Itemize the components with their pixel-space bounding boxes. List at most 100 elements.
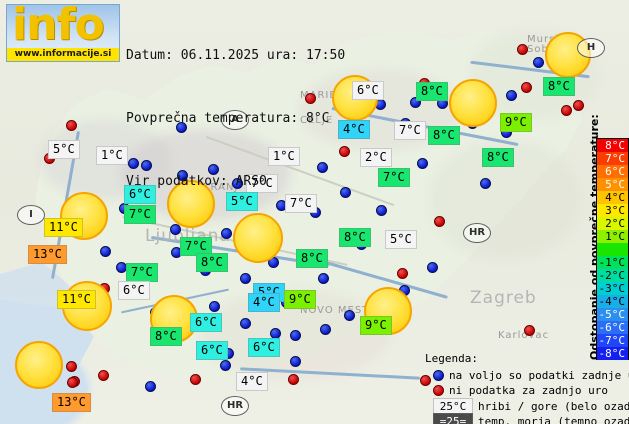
station-dot-has-data[interactable] — [176, 122, 187, 133]
header-info: Datum: 06.11.2025 ura: 17:50 Povprečna t… — [126, 3, 345, 234]
station-dot-no-data[interactable] — [67, 377, 78, 388]
station-dot-no-data[interactable] — [190, 374, 201, 385]
country-code-marker: HR — [463, 223, 491, 243]
station-dot-no-data[interactable] — [517, 44, 528, 55]
station-dot-has-data[interactable] — [220, 360, 231, 371]
station-dot-no-data[interactable] — [420, 375, 431, 386]
station-dot-has-data[interactable] — [221, 228, 232, 239]
legend-row: ni podatka za zadnjo uro — [433, 383, 608, 398]
legend: Legenda: na voljo so podatki zadnje ure n… — [425, 352, 629, 424]
temperature-label: 9°C — [284, 290, 316, 309]
station-dot-has-data[interactable] — [318, 273, 329, 284]
station-dot-no-data[interactable] — [524, 325, 535, 336]
station-dot-no-data[interactable] — [98, 370, 109, 381]
station-dot-has-data[interactable] — [141, 160, 152, 171]
scale-row: -3°C — [597, 282, 628, 295]
temperature-label: 4°C — [236, 372, 268, 391]
temperature-label: 5°C — [48, 140, 80, 159]
info-logo[interactable]: info www.informacije.si — [6, 4, 120, 62]
legend-chip-sample: =25= — [433, 413, 473, 424]
station-dot-has-data[interactable] — [240, 273, 251, 284]
temperature-label: 7°C — [394, 121, 426, 140]
place-name: NOVO MESTO — [300, 305, 379, 316]
station-dot-no-data[interactable] — [561, 105, 572, 116]
country-code-marker: A — [221, 110, 249, 130]
station-dot-has-data[interactable] — [208, 164, 219, 175]
temperature-label: 6°C — [118, 281, 150, 300]
station-dot-no-data[interactable] — [521, 82, 532, 93]
station-dot-has-data[interactable] — [209, 301, 220, 312]
legend-title: Legenda: — [425, 352, 478, 365]
station-dot-has-data[interactable] — [290, 330, 301, 341]
station-dot-has-data[interactable] — [533, 57, 544, 68]
station-dot-has-data[interactable] — [240, 318, 251, 329]
scale-row: -1°C — [597, 256, 628, 269]
temperature-label: 6°C — [352, 81, 384, 100]
station-dot-no-data[interactable] — [339, 146, 350, 157]
station-dot-has-data[interactable] — [376, 205, 387, 216]
station-dot-has-data[interactable] — [427, 262, 438, 273]
scale-row: -5°C — [597, 308, 628, 321]
temperature-label: 8°C — [416, 82, 448, 101]
station-dot-has-data[interactable] — [417, 158, 428, 169]
place-name: KRANJ — [203, 182, 239, 193]
temperature-label: 6°C — [196, 341, 228, 360]
legend-label: hribi / gore (belo ozadje) — [478, 400, 629, 413]
legend-red-dot-icon — [433, 385, 444, 396]
temperature-label: 9°C — [360, 316, 392, 335]
scale-row: -4°C — [597, 295, 628, 308]
station-dot-has-data[interactable] — [170, 224, 181, 235]
place-name: CELJE — [300, 115, 334, 126]
station-dot-no-data[interactable] — [305, 93, 316, 104]
place-name: MARIBOR — [300, 90, 354, 101]
temperature-label: 2°C — [360, 148, 392, 167]
temperature-label: 6°C — [124, 185, 156, 204]
temperature-label: 7°C — [285, 194, 317, 213]
legend-label: temp. morja (temno ozadje) — [478, 415, 629, 424]
station-dot-has-data[interactable] — [232, 178, 243, 189]
legend-blue-dot-icon — [433, 370, 444, 381]
station-dot-has-data[interactable] — [410, 97, 421, 108]
scale-row: 5°C — [597, 178, 628, 191]
station-dot-has-data[interactable] — [320, 324, 331, 335]
station-dot-no-data[interactable] — [66, 361, 77, 372]
station-dot-no-data[interactable] — [573, 100, 584, 111]
place-name: Zagreb — [470, 288, 537, 308]
station-dot-has-data[interactable] — [340, 187, 351, 198]
station-dot-has-data[interactable] — [100, 246, 111, 257]
temperature-label: 7°C — [378, 168, 410, 187]
station-dot-no-data[interactable] — [66, 120, 77, 131]
scale-row: -6°C — [597, 321, 628, 334]
scale-row: -8°C — [597, 347, 628, 360]
temperature-label: 1°C — [96, 146, 128, 165]
scale-row — [597, 243, 628, 256]
temperature-label: 11°C — [57, 290, 96, 309]
temperature-label: 8°C — [150, 327, 182, 346]
temperature-label: 7°C — [124, 205, 156, 224]
country-code-marker: H — [577, 38, 605, 58]
temperature-label: 7°C — [246, 174, 278, 193]
temperature-label: 8°C — [428, 126, 460, 145]
scale-bars: 8°C 7°C 6°C 5°C 4°C 3°C 2°C 1°C -1°C -2°C -3°C -4°C… — [596, 138, 629, 360]
scale-row: 6°C — [597, 165, 628, 178]
station-dot-has-data[interactable] — [145, 381, 156, 392]
legend-row: =25= temp. morja (temno ozadje) — [433, 413, 629, 424]
sun-icon — [233, 213, 283, 263]
temperature-label: 7°C — [126, 263, 158, 282]
header-average-temperature: Povprečna temperatura: 8°C — [126, 111, 330, 126]
station-dot-has-data[interactable] — [290, 356, 301, 367]
station-dot-no-data[interactable] — [434, 216, 445, 227]
legend-label: ni podatka za zadnjo uro — [449, 384, 608, 397]
station-dot-no-data[interactable] — [397, 268, 408, 279]
country-code-marker: HR — [221, 396, 249, 416]
country-code-marker: I — [17, 205, 45, 225]
station-dot-has-data[interactable] — [480, 178, 491, 189]
station-dot-has-data[interactable] — [506, 90, 517, 101]
station-dot-has-data[interactable] — [128, 158, 139, 169]
temperature-label: 8°C — [339, 228, 371, 247]
station-dot-has-data[interactable] — [344, 310, 355, 321]
station-dot-has-data[interactable] — [317, 162, 328, 173]
station-dot-no-data[interactable] — [288, 374, 299, 385]
scale-row: 1°C — [597, 230, 628, 243]
